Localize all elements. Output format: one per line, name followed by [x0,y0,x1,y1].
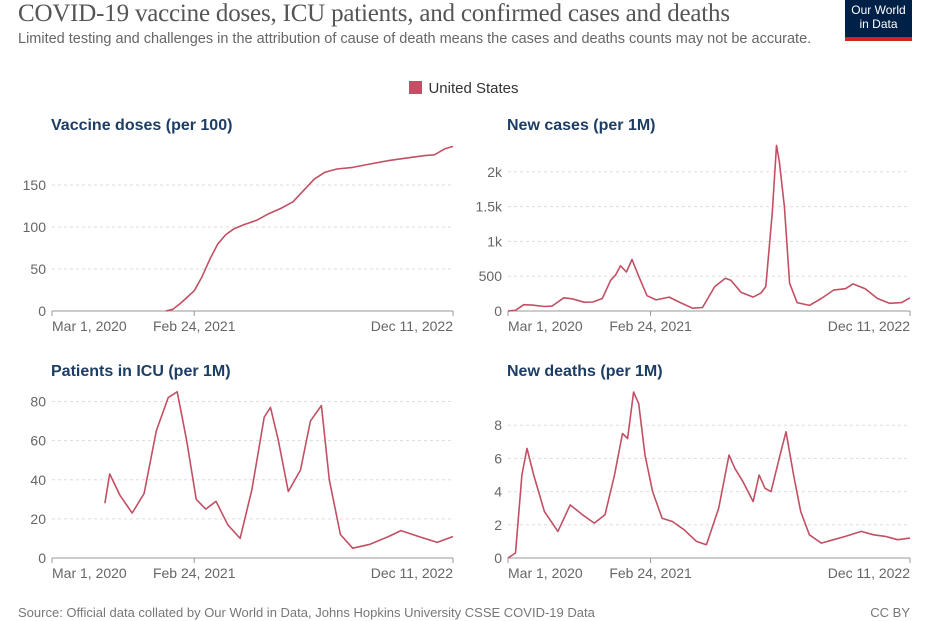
y-tick-label: 1k [487,233,503,249]
panel-title: Patients in ICU (per 1M) [51,363,231,380]
series-line-united-states[interactable] [165,145,454,312]
x-tick-label: Mar 1, 2020 [508,318,583,334]
y-tick-label: 20 [30,511,46,527]
chart-subtitle: Limited testing and challenges in the at… [18,31,812,47]
x-tick-label: Feb 24, 2021 [609,565,692,581]
y-tick-label: 150 [23,177,47,193]
panel-title: Vaccine doses (per 100) [51,117,232,134]
series-line-united-states[interactable] [507,391,911,559]
chart-title: COVID-19 vaccine doses, ICU patients, an… [18,0,730,27]
y-tick-label: 6 [494,450,502,466]
x-tick-label: Dec 11, 2022 [371,565,453,581]
series-line-united-states[interactable] [104,391,454,549]
series-line-united-states[interactable] [507,144,911,312]
x-tick-label: Mar 1, 2020 [52,565,127,581]
x-tick-label: Mar 1, 2020 [508,565,583,581]
panel-title: New cases (per 1M) [507,117,656,134]
y-tick-label: 100 [23,219,47,235]
y-tick-label: 0 [38,550,46,566]
y-tick-label: 500 [479,268,503,284]
y-tick-label: 0 [494,303,502,319]
y-tick-label: 40 [30,472,46,488]
legend: United States [0,80,928,97]
y-tick-label: 0 [38,303,46,319]
y-tick-label: 50 [30,261,46,277]
source-note: Source: Official data collated by Our Wo… [18,605,595,620]
chart-panel-2: New cases (per 1M) 0 500 1k 1.5k 2k Mar 1, 202… [476,117,911,334]
x-tick-label: Dec 11, 2022 [371,318,453,334]
y-tick-label: 80 [30,394,46,410]
y-tick-label: 2k [487,164,503,180]
y-tick-label: 0 [494,550,502,566]
legend-swatch [409,81,423,94]
chart-panel-4: New deaths (per 1M) 0 2 4 6 8 Mar 1, 2020 Feb 2… [494,363,911,581]
x-tick-label: Feb 24, 2021 [153,565,236,581]
x-tick-label: Feb 24, 2021 [153,318,236,334]
chart-panel-1: Vaccine doses (per 100) 0 50 100 150 Mar 1, 2… [23,117,454,334]
x-tick-label: Mar 1, 2020 [52,318,127,334]
y-tick-label: 60 [30,433,46,449]
chart-panel-3: Patients in ICU (per 1M) 0 20 40 60 80 Mar 1, … [30,363,454,581]
license[interactable]: CC BY [870,605,910,620]
x-tick-label: Dec 11, 2022 [828,318,910,334]
y-tick-label: 1.5k [476,199,503,215]
x-tick-label: Feb 24, 2021 [609,318,692,334]
y-tick-label: 2 [494,517,502,533]
owid-logo[interactable]: Our World in Data [845,0,912,41]
panel-title: New deaths (per 1M) [507,363,663,380]
legend-label[interactable]: United States [428,80,519,97]
y-tick-label: 4 [494,484,502,500]
y-tick-label: 8 [494,417,502,433]
x-tick-label: Dec 11, 2022 [828,565,910,581]
